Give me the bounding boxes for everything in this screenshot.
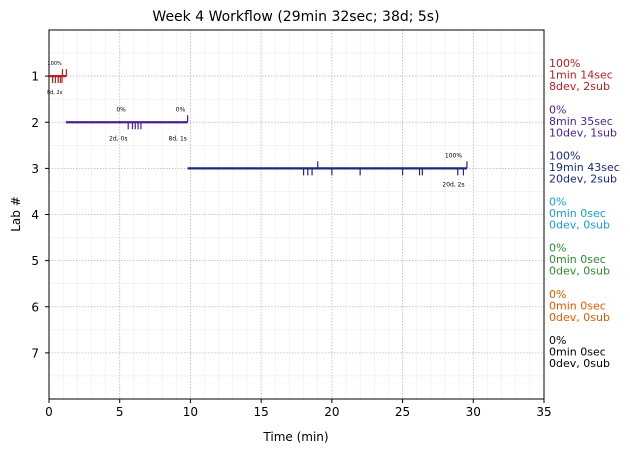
lab-7-summary-line: 0min 0sec — [549, 345, 606, 358]
chart-title: Week 4 Workflow (29min 32sec; 38d; 5s) — [152, 9, 439, 25]
lab-1-annotation: 100% — [48, 61, 63, 67]
lab-2-annotation: 0% — [176, 106, 186, 113]
lab-4-summary-line: 0min 0sec — [549, 207, 606, 220]
lab-2-summary-line: 10dev, 1sub — [549, 126, 617, 139]
y-tick-label: 5 — [31, 254, 39, 268]
lab-1-annotation: 8d, 2s — [47, 90, 63, 96]
lab-5-summary-line: 0% — [549, 242, 566, 255]
y-tick-label: 6 — [31, 300, 39, 314]
y-tick-label: 1 — [31, 70, 39, 84]
lab-7-summary-line: 0dev, 0sub — [549, 357, 610, 370]
lab-1-summary-line: 8dev, 2sub — [549, 80, 610, 93]
y-tick-label: 2 — [31, 116, 39, 130]
x-tick-label: 30 — [466, 405, 481, 419]
lab-6-summary-line: 0% — [549, 288, 566, 301]
lab-1-summary-line: 100% — [549, 57, 580, 70]
lab-2-annotation: 0% — [116, 106, 126, 113]
x-tick-label: 20 — [324, 405, 339, 419]
lab-2-summary-line: 0% — [549, 103, 566, 116]
lab-5-summary-line: 0dev, 0sub — [549, 265, 610, 278]
y-tick-label: 7 — [31, 346, 39, 360]
x-tick-label: 35 — [536, 405, 551, 419]
x-tick-label: 5 — [116, 405, 124, 419]
lab-2-annotation: 8d, 1s — [169, 135, 187, 142]
x-tick-label: 15 — [254, 405, 269, 419]
lab-3-summary-line: 20dev, 2sub — [549, 172, 617, 185]
x-axis-label: Time (min) — [262, 430, 328, 444]
lab-3-annotation: 20d, 2s — [442, 181, 464, 188]
data-layer: 100% 8d, 2s 0% 2d, 0s 0% 8d, 1s 100% 20d, 2s — [47, 61, 468, 188]
x-tick-label: 10 — [183, 405, 198, 419]
lab-3-annotation: 100% — [445, 152, 462, 159]
x-tick-label: 25 — [395, 405, 410, 419]
ticks-layer: 0 5 10 15 20 25 30 35 1 2 3 4 5 6 7 — [31, 70, 551, 419]
grid-layer — [49, 30, 544, 399]
y-tick-label: 3 — [31, 162, 39, 176]
lab-3-summary-line: 100% — [549, 149, 580, 162]
lab-4-summary-line: 0dev, 0sub — [549, 219, 610, 232]
lab-1-summary-line: 1min 14sec — [549, 69, 613, 82]
lab-2-summary-line: 8min 35sec — [549, 115, 613, 128]
y-tick-label: 4 — [31, 208, 39, 222]
y-axis-label: Lab # — [9, 196, 23, 232]
lab-5-summary-line: 0min 0sec — [549, 253, 606, 266]
lab-3-summary-line: 19min 43sec — [549, 161, 620, 174]
lab-4-summary-line: 0% — [549, 196, 566, 209]
x-tick-label: 0 — [45, 405, 53, 419]
lab-6-summary-line: 0min 0sec — [549, 299, 606, 312]
lab-7-summary-line: 0% — [549, 334, 566, 347]
lab-6-summary-line: 0dev, 0sub — [549, 311, 610, 324]
lab-2-annotation: 2d, 0s — [109, 135, 127, 142]
